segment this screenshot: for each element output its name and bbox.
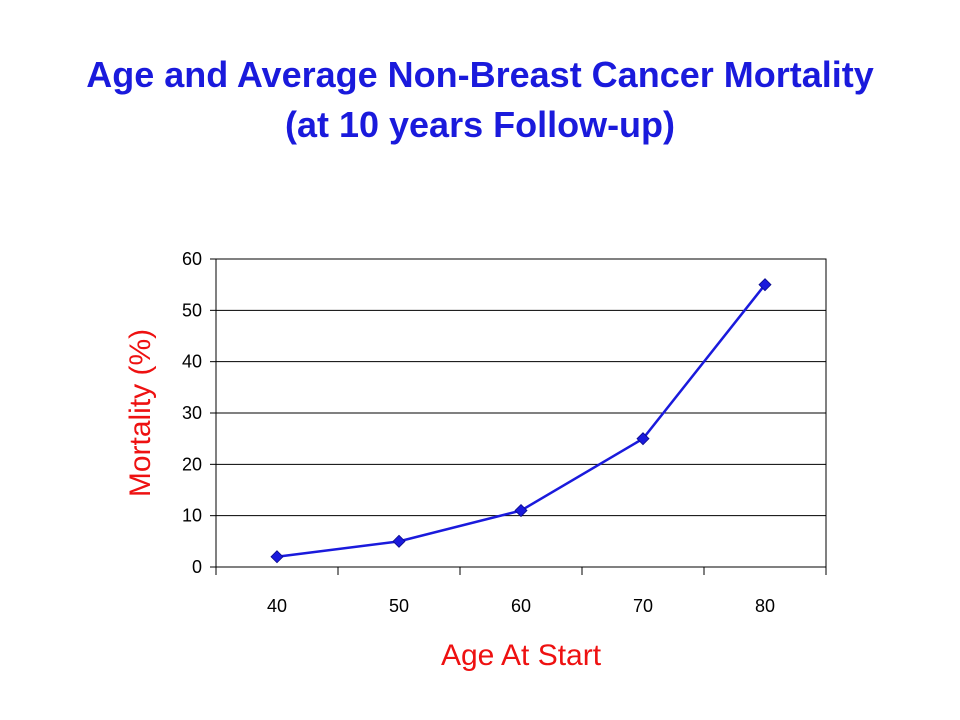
x-tick-label: 40 [267,596,287,616]
gridlines [216,258,826,517]
x-axis: 40 50 60 70 80 [215,567,827,616]
y-tick-label: 40 [182,352,202,372]
x-tick-label: 70 [633,596,653,616]
y-tick-label: 10 [182,506,202,526]
data-point-marker [270,550,284,564]
y-axis-title: Mortality (%) [124,329,157,497]
chart-subtitle: (at 10 years Follow-up) [284,104,676,145]
y-tick-label: 20 [182,454,202,474]
y-axis: 0 10 20 30 40 50 60 [182,249,216,577]
chart-title: Age and Average Non-Breast Cancer Mortal… [86,54,874,95]
y-tick-label: 60 [182,249,202,269]
y-tick-label: 0 [192,557,202,577]
data-point-marker [392,534,406,548]
chart-title-block: Age and Average Non-Breast Cancer Mortal… [0,50,960,150]
x-axis-title: Age At Start [441,639,602,672]
x-tick-label: 60 [511,596,531,616]
data-point-marker [758,278,772,292]
data-series [270,278,772,564]
data-point-marker [636,432,650,446]
y-tick-label: 50 [182,300,202,320]
x-tick-label: 80 [755,596,775,616]
data-point-marker [514,503,528,518]
y-tick-label: 30 [182,403,202,423]
x-tick-label: 50 [389,596,409,616]
